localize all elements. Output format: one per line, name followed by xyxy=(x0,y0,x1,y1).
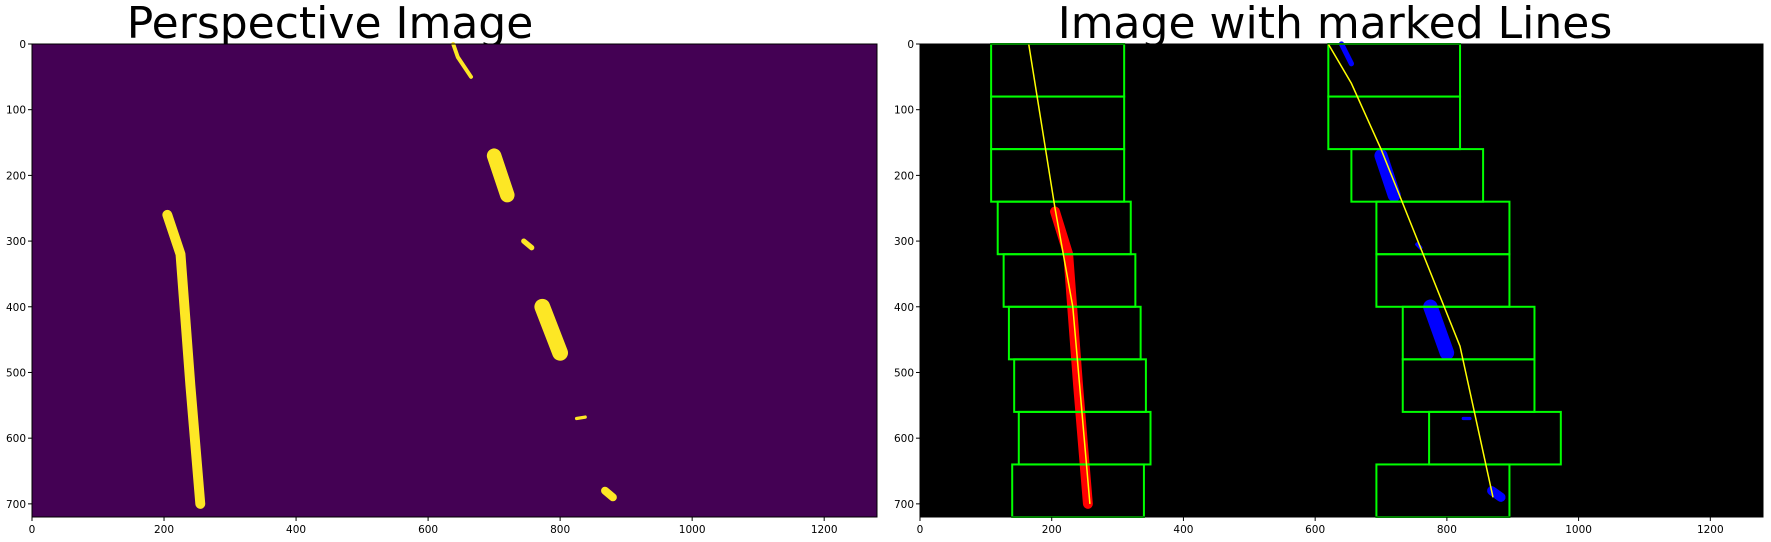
lane-pixels-right-dash-top xyxy=(451,42,473,79)
left-lane-pixels xyxy=(1050,206,1093,509)
right-ytick-label: 500 xyxy=(894,367,914,379)
right-xtick-label: 200 xyxy=(1042,524,1062,536)
right-xtick-label: 0 xyxy=(917,524,924,536)
left-fit-line xyxy=(1027,43,1091,504)
left-xtick-label: 400 xyxy=(286,524,306,536)
left-xtick-label: 1200 xyxy=(811,524,838,536)
lane-pixels-right-dash-400 xyxy=(534,298,569,361)
right-fit-line xyxy=(1327,43,1494,498)
right-lane-pixels xyxy=(1374,149,1401,202)
right-xtick-label: 1000 xyxy=(1565,524,1592,536)
right-chart-title: Image with marked Lines xyxy=(1058,0,1613,49)
left-ytick-label: 600 xyxy=(6,433,26,445)
right-xtick-label: 600 xyxy=(1305,524,1325,536)
right-lane-pixels xyxy=(1487,486,1506,502)
left-ytick-label: 100 xyxy=(6,105,26,117)
right-ytick-label: 200 xyxy=(894,170,914,182)
right-panel: 0 200 400 600 800 1000 1200 0 100 200 300 400 500 600… xyxy=(894,39,1764,536)
right-ytick-label: 600 xyxy=(894,433,914,445)
left-xtick-label: 800 xyxy=(550,524,570,536)
left-xtick-label: 600 xyxy=(418,524,438,536)
right-ytick-label: 700 xyxy=(894,499,914,511)
right-xtick-label: 400 xyxy=(1173,524,1193,536)
left-ytick-label: 400 xyxy=(6,302,26,314)
left-chart-title: Perspective Image xyxy=(127,0,534,49)
left-ytick-label: 700 xyxy=(6,499,26,511)
right-axes-frame xyxy=(919,43,1764,518)
right-xtick-label: 1200 xyxy=(1697,524,1724,536)
lane-pixels-right-dash-200 xyxy=(486,148,515,203)
lane-pixels-right-dash-570 xyxy=(574,415,587,421)
right-ytick-label: 0 xyxy=(907,39,914,51)
lane-pixels-left-lane-line xyxy=(162,209,206,509)
right-image-background xyxy=(920,44,1763,517)
left-image-background xyxy=(32,44,877,517)
left-xtick-label: 0 xyxy=(29,524,36,536)
left-ytick-label: 500 xyxy=(6,367,26,379)
left-ytick-label: 200 xyxy=(6,170,26,182)
left-xtick-label: 1000 xyxy=(679,524,706,536)
left-xtick-label: 200 xyxy=(154,524,174,536)
right-ytick-label: 300 xyxy=(894,236,914,248)
left-ytick-label: 0 xyxy=(19,39,26,51)
right-lane-pixels xyxy=(1338,41,1355,67)
right-xtick-label: 800 xyxy=(1437,524,1457,536)
left-ytick-label: 300 xyxy=(6,236,26,248)
right-ytick-label: 400 xyxy=(894,302,914,314)
right-ytick-label: 100 xyxy=(894,105,914,117)
lane-pixels-right-dash-300 xyxy=(521,238,535,251)
lane-pixels-right-dash-690 xyxy=(601,486,617,502)
left-axes-frame xyxy=(31,43,878,518)
left-panel: 0 200 400 600 800 1000 1200 0 100 200 300 400 500 600… xyxy=(6,39,878,536)
right-lane-pixels xyxy=(1423,299,1455,361)
